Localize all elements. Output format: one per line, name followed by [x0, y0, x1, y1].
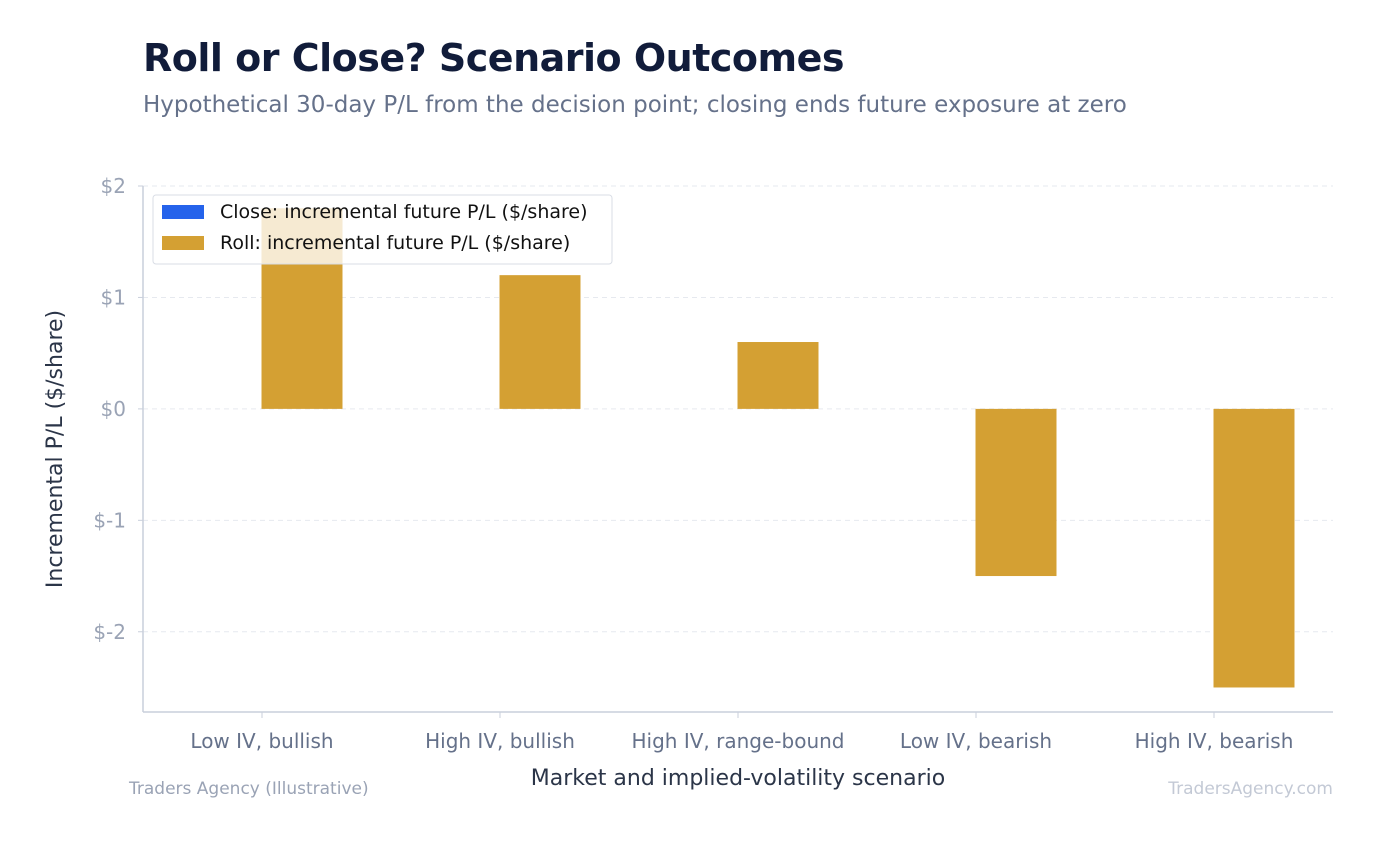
legend-label: Roll: incremental future P/L ($/share): [220, 232, 570, 254]
roll-bar: [975, 408, 1057, 577]
y-tick-label: $-2: [93, 620, 126, 644]
bars: [261, 208, 1295, 688]
legend-swatch: [162, 205, 204, 219]
legend-box: [152, 194, 613, 265]
chart-title: Roll or Close? Scenario Outcomes: [143, 36, 845, 80]
roll-bar: [499, 275, 581, 409]
x-tick-label: High IV, range-bound: [632, 729, 845, 753]
y-tick-label: $2: [101, 174, 126, 198]
chart-subtitle: Hypothetical 30-day P/L from the decisio…: [143, 92, 1127, 118]
x-axis-title: Market and implied-volatility scenario: [531, 766, 945, 791]
axes: [138, 185, 1333, 718]
legend-label: Close: incremental future P/L ($/share): [220, 201, 588, 223]
x-tick-label: High IV, bearish: [1135, 729, 1294, 753]
legend: Close: incremental future P/L ($/share) R…: [152, 194, 613, 265]
tick-labels: $2 $1 $0 $-1 $-2 Low IV, bullish High IV, bull…: [93, 174, 1293, 753]
y-tick-label: $1: [101, 285, 126, 309]
legend-swatch: [162, 236, 204, 250]
roll-bar: [737, 342, 819, 409]
source-note: Traders Agency (Illustrative): [129, 779, 369, 799]
roll-bar: [1213, 408, 1295, 688]
y-tick-label: $-1: [93, 508, 126, 532]
x-tick-label: Low IV, bearish: [900, 729, 1052, 753]
x-tick-label: High IV, bullish: [425, 729, 575, 753]
x-tick-label: Low IV, bullish: [190, 729, 333, 753]
y-tick-label: $0: [101, 397, 126, 421]
site-watermark: TradersAgency.com: [1168, 779, 1333, 799]
y-axis-title: Incremental P/L ($/share): [43, 310, 68, 588]
